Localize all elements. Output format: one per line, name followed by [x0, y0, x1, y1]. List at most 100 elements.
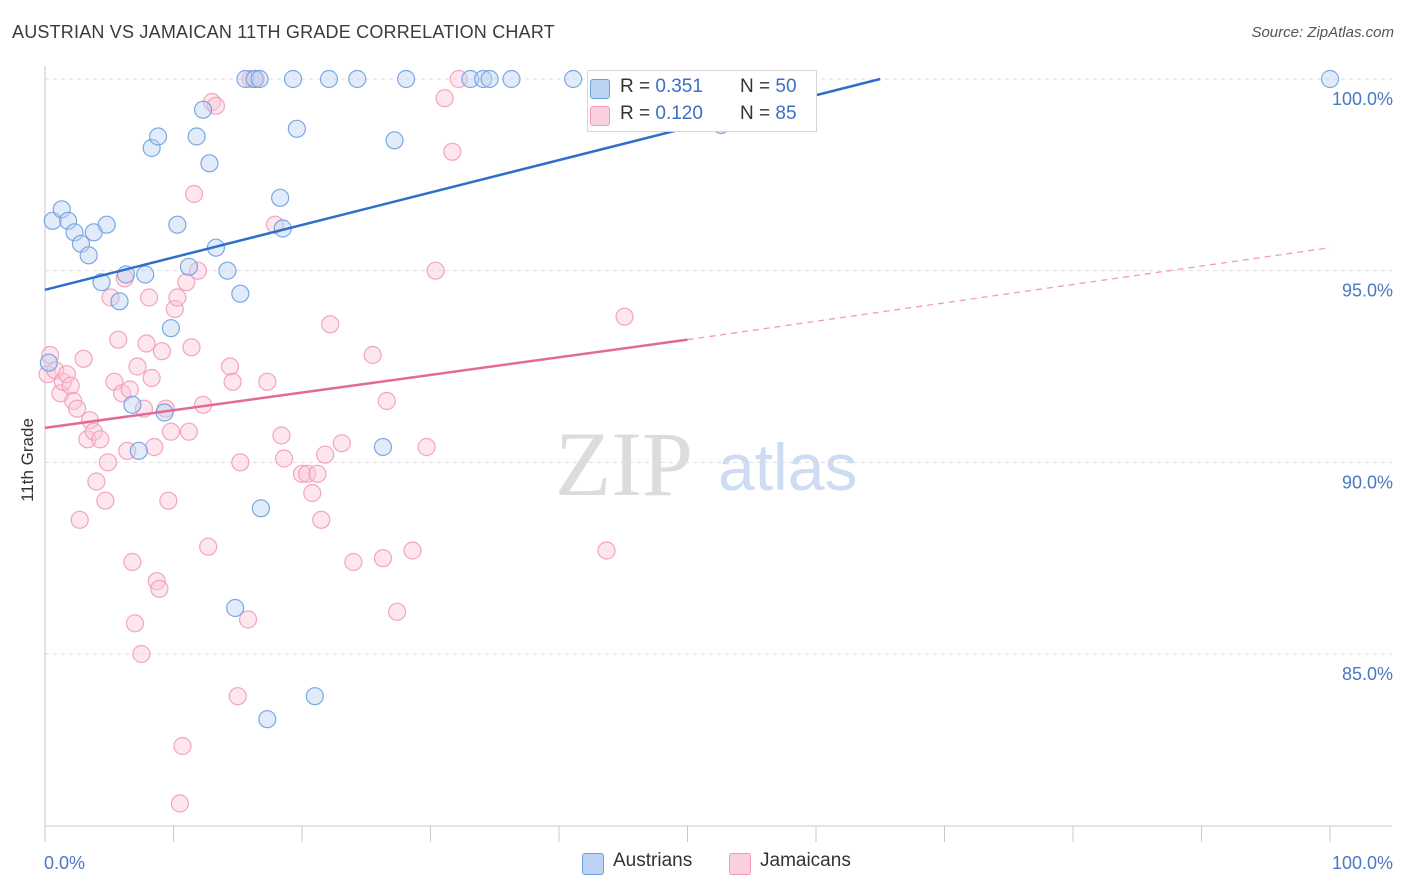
jamaican-point: [188, 261, 208, 280]
austrian-point: [502, 69, 521, 89]
austrian-point: [250, 69, 269, 89]
austrian-point: [97, 215, 116, 234]
austrian-point: [396, 69, 416, 89]
austrian-point: [480, 69, 499, 89]
austrian-point: [136, 265, 155, 284]
jamaican-point: [159, 491, 178, 510]
jamaican-point: [170, 794, 190, 813]
jamaicans-trend-line: [44, 338, 688, 430]
austrian-point: [52, 200, 71, 219]
legend-n-label: N =: [740, 103, 776, 124]
legend-r-label: R =: [620, 76, 656, 97]
jamaican-point: [316, 445, 335, 464]
jamaicans-trend-extension: [687, 247, 1331, 341]
austrian-point: [287, 119, 306, 138]
series-legend: Austrians Jamaicans: [0, 850, 1406, 878]
watermark-zip: ZIP: [555, 413, 693, 515]
x-tick-label: 0.0%: [44, 853, 85, 873]
legend-r-value: 0.120: [655, 103, 703, 124]
jamaican-point: [274, 449, 294, 468]
jamaican-point: [615, 307, 634, 326]
austrian-point: [305, 687, 324, 706]
austrian-point: [39, 353, 58, 372]
jamaican-point: [298, 464, 317, 483]
austrians-legend-label: Austrians: [613, 850, 693, 871]
legend-r-value: 0.351: [655, 76, 703, 97]
jamaican-point: [165, 299, 184, 319]
austrian-point: [251, 499, 270, 518]
jamaican-point: [344, 552, 363, 572]
jamaican-point: [57, 365, 76, 384]
jamaican-point: [228, 687, 247, 706]
jamaican-point: [272, 426, 291, 445]
jamaican-point: [426, 261, 445, 280]
austrian-point: [385, 131, 404, 150]
jamaican-point: [292, 464, 312, 483]
jamaican-point: [179, 422, 199, 441]
austrian-point: [59, 211, 78, 230]
austrian-point: [461, 69, 480, 89]
y-tick-label: 90.0%: [1342, 472, 1393, 492]
jamaican-point: [128, 357, 147, 376]
jamaican-point: [168, 288, 187, 307]
austrian-point: [283, 69, 303, 89]
legend-swatch-pink: [590, 106, 610, 126]
jamaican-point: [443, 142, 462, 161]
legend-row-jamaicans: R = 0.120 N = 85: [588, 102, 816, 128]
jamaican-point: [125, 614, 145, 633]
source-label: Source: ZipAtlas.com: [1251, 24, 1394, 41]
austrian-point: [474, 69, 493, 89]
austrian-point: [142, 138, 161, 158]
austrian-point: [271, 188, 290, 207]
jamaican-point: [258, 372, 277, 391]
austrian-point: [129, 441, 148, 460]
austrian-point: [148, 127, 168, 146]
legend-swatch-blue: [590, 79, 610, 99]
austrian-point: [179, 257, 199, 276]
jamaican-point: [173, 736, 192, 756]
jamaican-point: [91, 430, 110, 449]
austrian-point: [200, 154, 219, 173]
jamaican-point: [238, 610, 258, 629]
austrian-point: [110, 292, 129, 311]
austrian-point: [161, 319, 181, 338]
jamaican-point: [101, 288, 120, 307]
austrian-point: [564, 69, 583, 89]
jamaican-point: [68, 399, 87, 418]
austrian-point: [245, 69, 264, 89]
austrian-point: [231, 284, 250, 303]
austrian-point: [319, 69, 339, 89]
jamaican-point: [220, 357, 240, 376]
jamaican-point: [177, 273, 196, 292]
jamaican-point: [199, 537, 218, 556]
jamaicans-legend-label: Jamaicans: [760, 850, 851, 871]
stats-legend: R = 0.351 N = 50 R = 0.120 N = 85: [587, 70, 817, 132]
jamaican-point: [231, 453, 250, 472]
jamaican-point: [123, 552, 142, 572]
jamaican-point: [132, 644, 151, 664]
jamaican-point: [184, 184, 204, 204]
jamaican-point: [152, 342, 172, 361]
jamaican-point: [74, 349, 93, 368]
jamaican-point: [182, 338, 201, 357]
jamaican-point: [98, 453, 118, 472]
jamaican-point: [87, 472, 106, 491]
jamaican-point: [150, 579, 169, 598]
austrian-point: [193, 100, 213, 119]
austrian-point: [65, 223, 84, 242]
austrian-point: [218, 261, 237, 280]
legend-n-label: N =: [740, 76, 776, 97]
jamaican-point: [373, 549, 393, 568]
austrian-point: [187, 127, 206, 146]
jamaican-point: [120, 380, 139, 399]
watermark-atlas: atlas: [718, 430, 857, 504]
jamaican-point: [387, 602, 407, 621]
austrian-point: [373, 437, 393, 457]
legend-n-value: 50: [775, 76, 797, 97]
legend-r-label: R =: [620, 103, 656, 124]
jamaican-point: [145, 437, 164, 457]
austrian-point: [1320, 69, 1340, 89]
y-tick-label: 100.0%: [1332, 89, 1393, 109]
jamaican-point: [403, 541, 422, 560]
